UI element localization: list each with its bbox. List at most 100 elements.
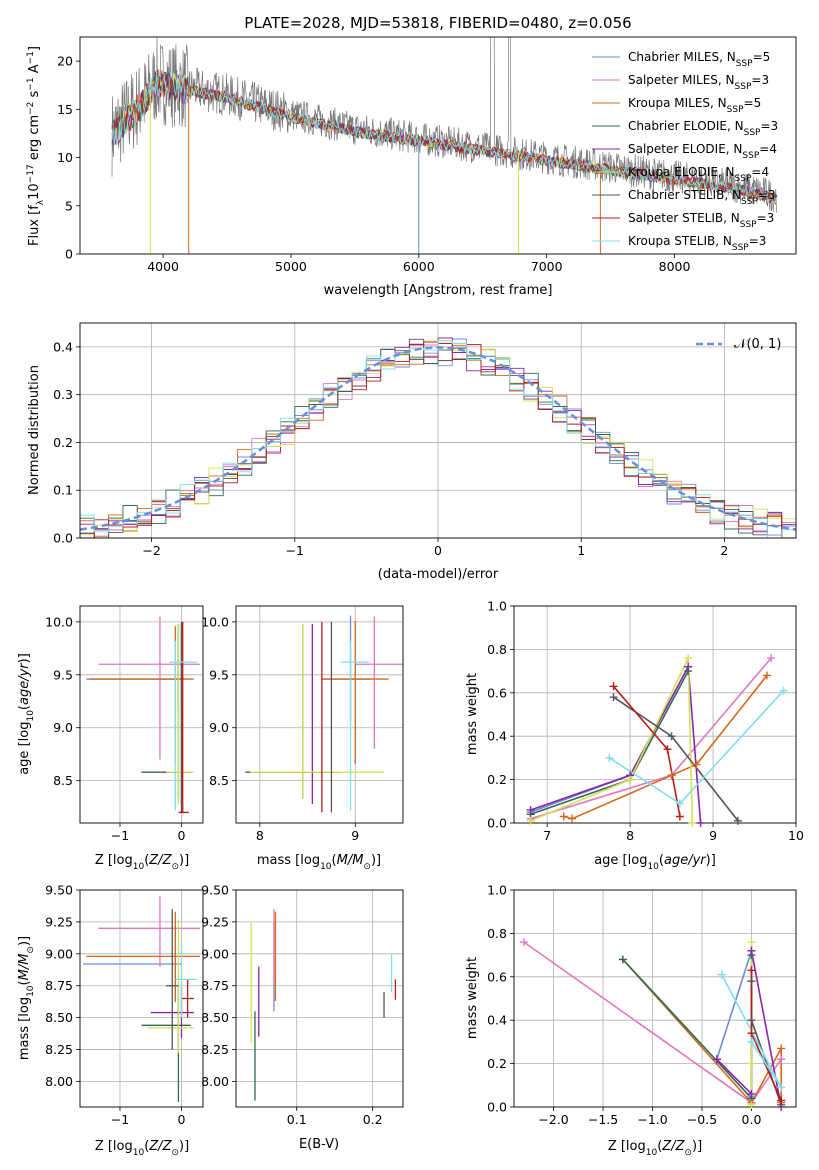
legend-label-chabrier_elodie: Chabrier ELODIE, NSSP=3 (628, 119, 778, 138)
label-part: SSP (740, 220, 757, 230)
label-part: Salpeter STELIB, N (628, 211, 740, 225)
label-part: Flux [f (27, 205, 42, 246)
y-tick-label: 8.00 (201, 1074, 229, 1089)
label-part: =3 (751, 73, 769, 87)
label-part: ] (27, 46, 42, 51)
x-tick-label: 9 (709, 828, 717, 843)
label-part: Z/Z (148, 853, 172, 868)
weight-marker-kroupa_elodie (747, 938, 756, 947)
axes-mass_vs_Z: −1 0 8.00 8.25 8.50 8.75 9.00 9.25 9.50 (45, 883, 204, 1128)
x-tick-label: −0.5 (687, 1112, 717, 1127)
model-line-salpeter_stelib (111, 73, 778, 202)
weight-marker-kroupa_miles (568, 814, 577, 823)
weight-marker-chabrier_stelib (609, 693, 618, 702)
label-part: )] (17, 936, 32, 946)
y-tick-label: 9.00 (45, 946, 73, 961)
weight-marker-kroupa_stelib (717, 970, 726, 979)
label-part: 10 (133, 1148, 145, 1158)
legend-label-chabrier_stelib: Chabrier STELIB, NSSP=3 (628, 188, 776, 207)
ticks: 8 9 8.5 9.0 9.5 10.0 (201, 614, 359, 843)
axes-frame (513, 605, 797, 824)
label-part: Kroupa MILES, N (628, 96, 727, 110)
label-part: age [log (17, 722, 32, 775)
x-tick-label: 1 (577, 543, 585, 558)
label-part: =4 (751, 165, 769, 179)
label-part: age/yr (17, 662, 32, 705)
axes-age_vs_mass: 8 9 8.5 9.0 9.5 10.0 (201, 605, 404, 843)
label-part: −1 (26, 77, 36, 90)
y-tick-label: 9.0 (53, 720, 73, 735)
axes-massweight_vs_Z: −2.0 −1.5 −1.0 −0.5 0.0 0.0 0.2 0.4 0.6 0.8 1.0 (487, 883, 797, 1127)
weight-marker-kroupa_miles (692, 760, 701, 769)
y-axis-label: age [log10(age/yr)] (17, 653, 36, 775)
label-part: Chabrier ELODIE, N (628, 119, 744, 133)
y-tick-label: 1.0 (487, 599, 507, 614)
axes-frame (513, 889, 797, 1108)
legend-label-kroupa_miles: Kroupa MILES, NSSP=5 (628, 96, 761, 115)
label-part: )] (179, 1139, 189, 1154)
x-tick-label: 10 (788, 828, 804, 843)
label-part: Salpeter ELODIE, N (628, 142, 742, 156)
label-part: Z [log (95, 1139, 133, 1154)
weight-marker-kroupa_stelib (605, 753, 614, 762)
plot-area (250, 909, 397, 1101)
label-part: )] (692, 1139, 702, 1154)
label-part: )] (371, 853, 381, 868)
label-part: SSP (727, 105, 744, 115)
weight-marker-salpeter_elodie (712, 1055, 721, 1064)
weight-marker-salpeter_stelib (663, 745, 672, 754)
x-axis-label: Z [log10(Z/Z⊙)] (608, 1139, 702, 1158)
x-tick-label: 9 (351, 828, 359, 843)
legend-label-kroupa_stelib: Kroupa STELIB, NSSP=3 (628, 234, 766, 253)
legend-label-salpeter_elodie: Salpeter ELODIE, NSSP=4 (628, 142, 777, 161)
label-part: SSP (735, 82, 752, 92)
label-part: Kroupa STELIB, N (628, 234, 732, 248)
weight-marker-salpeter_elodie (526, 805, 535, 814)
label-part: mass [log (17, 997, 32, 1060)
label-part: 10 (26, 710, 36, 722)
x-tick-label: −1 (111, 828, 129, 843)
y-tick-label: 0.4 (487, 729, 507, 744)
y-tick-label: 20 (57, 54, 73, 69)
weight-marker-kroupa_elodie (688, 819, 697, 827)
axes-mass_vs_ebv: 0.1 0.2 8.00 8.25 8.50 8.75 9.00 9.25 9.50 (201, 883, 404, 1127)
y-tick-label: 9.5 (53, 667, 73, 682)
x-tick-label: 8 (256, 828, 264, 843)
y-tick-label: 9.25 (45, 914, 73, 929)
y-tick-label: 8.75 (201, 978, 229, 993)
label-part: ( (17, 705, 32, 710)
label-part: SSP (741, 197, 758, 207)
x-tick-label: 0.0 (742, 1112, 762, 1127)
x-tick-label: 4000 (147, 259, 179, 274)
y-tick-label: 0.8 (487, 642, 507, 657)
x-tick-label: 0.2 (363, 1112, 383, 1127)
label-part: −1 (26, 51, 36, 64)
weight-line-chabrier_stelib (613, 696, 739, 822)
label-part: ( (332, 853, 337, 868)
weight-marker-kroupa_elodie (526, 816, 535, 825)
weight-marker-salpeter_elodie (747, 1089, 756, 1098)
y-axis-label: Normed distribution (27, 365, 42, 495)
label-part: ⊙ (26, 946, 36, 954)
y-tick-label: 0.4 (487, 1013, 507, 1028)
label-part: =5 (744, 96, 762, 110)
plot-area (83, 896, 200, 1102)
legend-label-kroupa_elodie: Kroupa ELODIE, NSSP=4 (628, 165, 769, 184)
weight-line-salpeter_miles (530, 657, 772, 820)
weight-marker-salpeter_miles (777, 1055, 786, 1064)
legend-label-salpeter_stelib: Salpeter STELIB, NSSP=3 (628, 211, 774, 230)
weight-marker-kroupa_stelib (777, 1083, 786, 1092)
y-tick-label: 8.25 (201, 1042, 229, 1057)
ticks: −1 0 8.00 8.25 8.50 8.75 9.00 9.25 9.50 (45, 883, 185, 1128)
label-part: Z/Z (148, 1139, 172, 1154)
label-part: ⊙ (363, 862, 371, 872)
y-axis-label: mass weight (465, 957, 480, 1039)
x-axis-label: age [log10(age/yr)] (594, 853, 716, 872)
label-part: age/yr (664, 853, 707, 868)
x-tick-label: −1 (286, 543, 304, 558)
label-part: 10 (320, 862, 332, 872)
weight-marker-kroupa_elodie (747, 1100, 756, 1109)
y-tick-label: 15 (57, 102, 73, 117)
y-tick-label: 8.5 (209, 773, 229, 788)
